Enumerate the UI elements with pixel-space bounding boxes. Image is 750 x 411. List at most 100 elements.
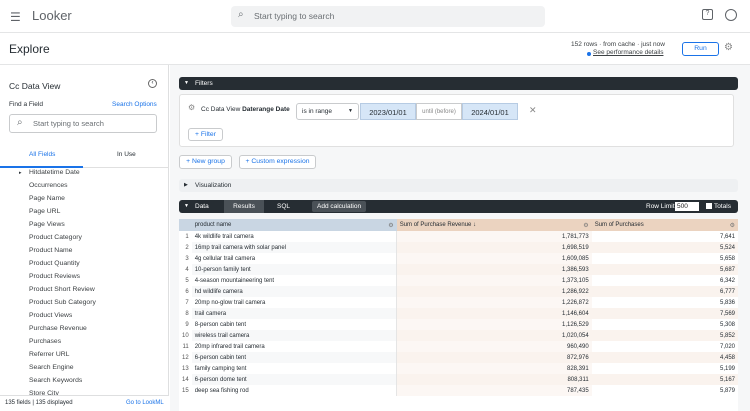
new-group-button[interactable]: + New group <box>179 155 232 169</box>
plus-icon: + <box>245 158 252 165</box>
totals-label: Totals <box>714 203 731 210</box>
field-item[interactable]: Product Reviews <box>29 273 80 280</box>
collapse-icon[interactable]: ‹ <box>148 79 157 88</box>
row-number: 7 <box>179 297 192 308</box>
looker-logo[interactable]: Looker <box>32 8 72 23</box>
table-row: 13 family camping tent 828,391 5,199 <box>179 363 738 374</box>
field-item[interactable]: Hitdatetime Date <box>29 169 80 176</box>
row-number: 5 <box>179 275 192 286</box>
field-item[interactable]: Page Views <box>29 221 65 228</box>
search-options-link[interactable]: Search Options <box>112 101 157 108</box>
row-number: 6 <box>179 286 192 297</box>
purchases-cell: 5,658 <box>591 253 738 264</box>
menu-icon[interactable]: ☰ <box>10 10 21 24</box>
purchases-cell: 6,342 <box>591 275 738 286</box>
row-number-header <box>179 219 192 231</box>
product-name-cell: 6-person dome tent <box>191 374 398 385</box>
field-item[interactable]: Product Short Review <box>29 286 95 293</box>
revenue-cell: 1,126,529 <box>396 319 592 330</box>
add-filter-button[interactable]: + Filter <box>188 128 223 141</box>
row-number: 2 <box>179 242 192 253</box>
revenue-cell: 1,781,773 <box>396 231 592 242</box>
go-to-lookml-link[interactable]: Go to LookML <box>126 400 164 406</box>
row-limit-input[interactable]: 500 <box>675 202 699 211</box>
tab-sql[interactable]: SQL <box>277 203 291 210</box>
field-item[interactable]: Search Engine <box>29 364 74 371</box>
row-number: 4 <box>179 264 192 275</box>
field-item[interactable]: Product Quantity <box>29 260 80 267</box>
gear-icon[interactable]: ⚙ <box>729 223 735 229</box>
custom-expression-button[interactable]: + Custom expression <box>239 155 316 169</box>
field-item[interactable]: Product Sub Category <box>29 299 96 306</box>
tab-results[interactable]: Results <box>224 200 264 213</box>
visualization-section-header[interactable]: ▶ Visualization <box>179 179 738 192</box>
filters-section-header[interactable]: ▼ Filters <box>179 77 738 90</box>
table-row: 8 trail camera 1,146,604 7,569 <box>179 308 738 319</box>
operator-value: is in range <box>302 108 332 115</box>
search-icon: ⌕ <box>238 9 244 20</box>
field-item[interactable]: Purchases <box>29 338 62 345</box>
revenue-cell: 787,435 <box>396 385 592 396</box>
revenue-cell: 1,020,054 <box>396 330 592 341</box>
table-row: 1 4k wildlife trail camera 1,781,773 7,641 <box>179 231 738 242</box>
field-item[interactable]: Page Name <box>29 195 65 202</box>
field-item[interactable]: Product Views <box>29 312 73 319</box>
account-icon[interactable] <box>725 9 737 21</box>
data-label[interactable]: Data <box>195 203 209 210</box>
plus-icon: + <box>195 131 201 138</box>
totals-checkbox[interactable] <box>706 203 712 209</box>
table-row: 5 4-season mountaineering tent 1,373,105 6,… <box>179 275 738 286</box>
purchases-cell: 7,569 <box>591 308 738 319</box>
explore-header: Explore 152 rows · from cache · just now… <box>0 33 750 65</box>
column-header-purchases[interactable]: Sum of Purchases ⚙ <box>591 219 738 231</box>
caret-down-icon: ▼ <box>184 80 189 86</box>
field-search-placeholder: Start typing to search <box>33 119 104 128</box>
operator-select[interactable]: is in range ▼ <box>296 103 359 120</box>
revenue-cell: 1,146,604 <box>396 308 592 319</box>
revenue-cell: 1,698,519 <box>396 242 592 253</box>
purchases-cell: 5,879 <box>591 385 738 396</box>
help-icon[interactable]: ? <box>702 9 713 20</box>
field-picker: Cc Data View ‹ Find a Field Search Optio… <box>0 65 169 411</box>
field-item[interactable]: Purchase Revenue <box>29 325 87 332</box>
expand-caret-icon[interactable]: ▸ <box>19 170 22 176</box>
remove-filter-icon[interactable]: ✕ <box>529 105 537 115</box>
purchases-cell: 5,199 <box>591 363 738 374</box>
gear-icon[interactable]: ⚙ <box>188 103 196 112</box>
performance-link[interactable]: See performance details <box>593 49 664 56</box>
field-item[interactable]: Product Category <box>29 234 82 241</box>
column-header-purchase-revenue[interactable]: Sum of Purchase Revenue ↓ ⚙ <box>396 219 592 231</box>
gear-icon[interactable]: ⚙ <box>583 223 589 229</box>
table-row: 9 8-person cabin tent 1,126,529 5,308 <box>179 319 738 330</box>
field-item[interactable]: Referrer URL <box>29 351 70 358</box>
field-item[interactable]: Occurrences <box>29 182 68 189</box>
row-number: 9 <box>179 319 192 330</box>
column-header-product-name[interactable]: product name ⚙ <box>191 219 397 231</box>
gear-icon[interactable]: ⚙ <box>388 223 394 229</box>
purchases-cell: 5,308 <box>591 319 738 330</box>
page-title: Explore <box>9 42 50 56</box>
settings-gear-icon[interactable]: ⚙ <box>724 42 733 53</box>
table-row: 2 16mp trail camera with solar panel 1,698… <box>179 242 738 253</box>
field-item[interactable]: Store City <box>29 390 59 397</box>
field-search-input[interactable]: ⌕ Start typing to search <box>9 114 157 133</box>
search-placeholder: Start typing to search <box>254 11 335 21</box>
field-item[interactable]: Product Name <box>29 247 73 254</box>
field-item[interactable]: Search Keywords <box>29 377 83 384</box>
filters-label: Filters <box>195 80 213 87</box>
filters-panel: ⚙ Cc Data View Daterange Date is in rang… <box>179 94 734 147</box>
field-item[interactable]: Page URL <box>29 208 61 215</box>
row-number: 13 <box>179 363 192 374</box>
add-calculation-button[interactable]: Add calculation <box>312 201 367 212</box>
caret-down-icon[interactable]: ▼ <box>184 203 189 209</box>
tab-all-fields[interactable]: All Fields <box>29 151 56 158</box>
filter-field-label: Cc Data View Daterange Date <box>201 106 290 113</box>
global-search-input[interactable]: ⌕ Start typing to search <box>231 6 545 27</box>
custom-expression-label: Custom expression <box>251 158 310 165</box>
tab-in-use[interactable]: In Use <box>117 151 136 158</box>
date-from-input[interactable]: 2023/01/01 <box>360 103 416 120</box>
revenue-cell: 1,226,872 <box>396 297 592 308</box>
run-button[interactable]: Run <box>682 42 719 56</box>
date-to-input[interactable]: 2024/01/01 <box>462 103 518 120</box>
purchases-cell: 5,836 <box>591 297 738 308</box>
